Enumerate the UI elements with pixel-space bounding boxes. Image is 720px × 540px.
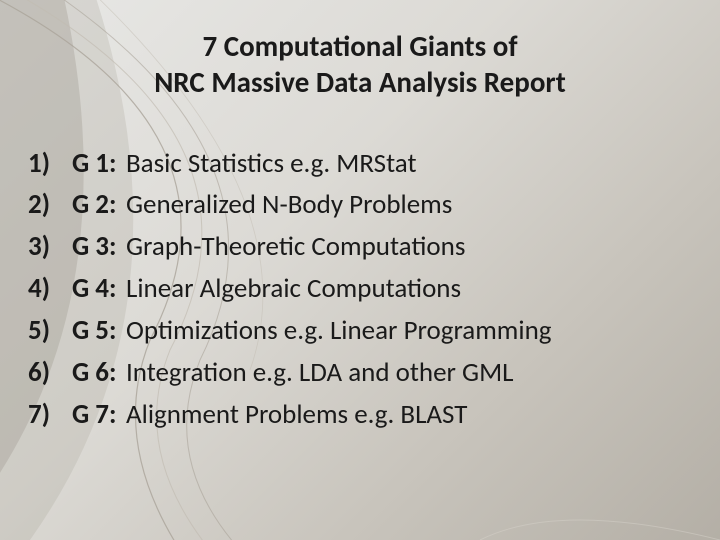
item-description: Optimizations e.g. Linear Programming	[126, 310, 720, 352]
item-number: 7)	[28, 394, 72, 436]
list-item: 1)G 1:Basic Statistics e.g. MRStat	[28, 143, 720, 185]
item-description: Linear Algebraic Computations	[126, 268, 720, 310]
item-description: Generalized N-Body Problems	[126, 184, 720, 226]
slide-title: 7 Computational Giants of NRC Massive Da…	[0, 28, 720, 101]
item-number: 4)	[28, 268, 72, 310]
item-description: Basic Statistics e.g. MRStat	[126, 143, 720, 185]
list-item: 7)G 7:Alignment Problems e.g. BLAST	[28, 394, 720, 436]
item-number: 6)	[28, 352, 72, 394]
item-code: G 6:	[72, 352, 126, 394]
list-item: 6)G 6:Integration e.g. LDA and other GML	[28, 352, 720, 394]
list-item: 4)G 4:Linear Algebraic Computations	[28, 268, 720, 310]
giants-list: 1)G 1:Basic Statistics e.g. MRStat2)G 2:…	[0, 143, 720, 436]
title-line-1: 7 Computational Giants of	[202, 28, 517, 64]
item-number: 2)	[28, 184, 72, 226]
list-item: 5)G 5:Optimizations e.g. Linear Programm…	[28, 310, 720, 352]
item-code: G 1:	[72, 143, 126, 185]
item-number: 3)	[28, 226, 72, 268]
item-description: Alignment Problems e.g. BLAST	[126, 394, 720, 436]
item-description: Graph-Theoretic Computations	[126, 226, 720, 268]
list-item: 3)G 3:Graph-Theoretic Computations	[28, 226, 720, 268]
list-item: 2)G 2:Generalized N-Body Problems	[28, 184, 720, 226]
item-code: G 4:	[72, 268, 126, 310]
title-line-2: NRC Massive Data Analysis Report	[154, 64, 566, 100]
slide-content: 7 Computational Giants of NRC Massive Da…	[0, 0, 720, 540]
item-code: G 2:	[72, 184, 126, 226]
item-number: 1)	[28, 143, 72, 185]
item-code: G 5:	[72, 310, 126, 352]
item-description: Integration e.g. LDA and other GML	[126, 352, 720, 394]
item-code: G 7:	[72, 394, 126, 436]
item-number: 5)	[28, 310, 72, 352]
item-code: G 3:	[72, 226, 126, 268]
